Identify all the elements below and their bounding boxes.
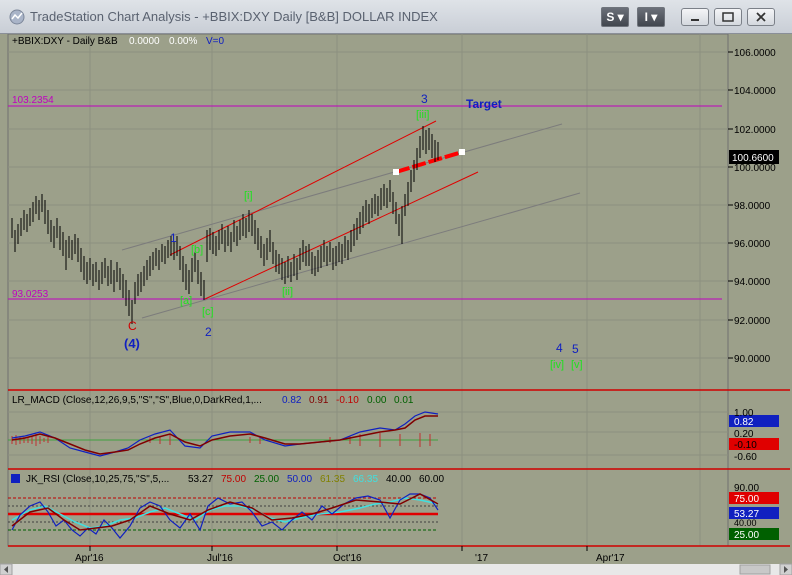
target-handle-right[interactable] xyxy=(459,149,465,155)
rsi-value-8: 60.00 xyxy=(419,474,444,485)
target-handle-left[interactable] xyxy=(393,169,399,175)
subwave-label-iv: [iv] xyxy=(550,359,564,371)
title-bar: TradeStation Chart Analysis - +BBIX:DXY … xyxy=(0,0,792,34)
rsi-axis-label: 53.27 xyxy=(734,509,759,520)
price-header-value-3: V=0 xyxy=(206,36,225,47)
rsi-value-5: 61.35 xyxy=(320,474,345,485)
price-tick: 104.0000 xyxy=(734,86,776,97)
macd-axis: 1.00 0.82 0.20 -0.10 -0.60 xyxy=(729,408,779,463)
macd-line xyxy=(11,411,439,457)
rsi-axis-label: 90.00 xyxy=(734,483,759,494)
macd-value-3: -0.10 xyxy=(336,395,359,406)
hline-label-93: 93.0253 xyxy=(12,289,49,300)
window-title: TradeStation Chart Analysis - +BBIX:DXY … xyxy=(30,9,438,24)
subwave-label-a: [a] xyxy=(180,295,192,307)
horizontal-scrollbar[interactable] xyxy=(0,564,792,575)
date-tick: Apr'17 xyxy=(596,553,625,564)
scroll-right-icon xyxy=(784,566,788,573)
subwave-label-b: [b] xyxy=(191,244,203,256)
wave-label-5: 5 xyxy=(572,342,579,356)
macd-axis-label: 1.00 xyxy=(734,408,754,419)
macd-axis-label: -0.60 xyxy=(734,452,757,463)
price-tick: 90.0000 xyxy=(734,354,771,365)
rsi-signal-line xyxy=(11,493,439,531)
macd-axis-label: 0.20 xyxy=(734,429,754,440)
price-tick: 94.0000 xyxy=(734,277,771,288)
macd-value-2: 0.91 xyxy=(309,395,329,406)
date-tick: '17 xyxy=(475,553,488,564)
date-tick: Jul'16 xyxy=(207,553,233,564)
date-tick: Oct'16 xyxy=(333,553,362,564)
macd-axis-label: -0.10 xyxy=(734,440,757,451)
price-header-symbol: +BBIX:DXY - Daily B&B xyxy=(12,36,118,47)
rsi-value-3: 25.00 xyxy=(254,474,279,485)
chart-area[interactable]: +BBIX:DXY - Daily B&B 0.0000 0.00% V=0 1… xyxy=(0,34,792,575)
price-tick: 92.0000 xyxy=(734,316,771,327)
rsi-line xyxy=(11,493,439,539)
rsi-axis-label: 25.00 xyxy=(734,530,759,541)
date-tick: Apr'16 xyxy=(75,553,104,564)
macd-axis-label: 0.82 xyxy=(734,417,754,428)
subwave-label-c-sub: [c] xyxy=(202,306,214,318)
last-price-badge xyxy=(729,150,779,164)
vertical-grid xyxy=(89,34,701,546)
price-grid xyxy=(8,51,728,359)
macd-value-4: 0.00 xyxy=(367,395,387,406)
date-axis: Apr'16 Jul'16 Oct'16 '17 Apr'17 xyxy=(75,546,625,564)
subwave-label-v: [v] xyxy=(571,359,583,371)
macd-grid xyxy=(8,411,728,456)
scroll-left-icon xyxy=(4,566,8,573)
subwave-label-i: [i] xyxy=(244,190,253,202)
subwave-label-ii: [ii] xyxy=(282,286,293,298)
rsi-axis-label: 40.00 xyxy=(734,518,757,528)
rsi-axis: 90.00 75.00 40.00 53.27 25.00 xyxy=(729,483,779,541)
price-header-value-2: 0.00% xyxy=(169,36,197,47)
price-tick: 98.0000 xyxy=(734,201,771,212)
tradestation-app-icon xyxy=(9,9,25,25)
i-menu-button[interactable]: I ▾ xyxy=(637,7,665,27)
price-bars xyxy=(11,126,439,324)
wave-label-4-major: (4) xyxy=(124,336,140,351)
rsi-value-4: 50.00 xyxy=(287,474,312,485)
maximize-icon xyxy=(722,12,734,22)
target-projection-line[interactable] xyxy=(395,150,463,174)
close-icon xyxy=(756,12,766,22)
macd-signal-line xyxy=(11,415,438,455)
price-tick: 100.0000 xyxy=(734,163,776,174)
rsi-smooth-line xyxy=(11,497,439,529)
maximize-button[interactable] xyxy=(714,8,742,26)
grey-trend-channel[interactable] xyxy=(121,123,581,319)
rsi-indicator-icon xyxy=(11,474,20,483)
close-button[interactable] xyxy=(747,8,775,26)
minimize-icon xyxy=(691,19,699,21)
scroll-thumb[interactable] xyxy=(739,564,771,575)
price-axis: 106.0000 104.0000 102.0000 100.0000 98.0… xyxy=(728,48,776,365)
s-menu-button[interactable]: S ▾ xyxy=(601,7,629,27)
macd-value-5: 0.01 xyxy=(394,395,414,406)
minimize-button[interactable] xyxy=(681,8,709,26)
wave-label-4: 4 xyxy=(556,341,563,355)
last-price-label: 100.6600 xyxy=(732,153,774,164)
rsi-value-6: 66.35 xyxy=(353,474,378,485)
rsi-value-1: 53.27 xyxy=(188,474,213,485)
wave-label-2: 2 xyxy=(205,325,212,339)
rsi-value-7: 40.00 xyxy=(386,474,411,485)
plot-frame xyxy=(7,34,729,547)
subwave-label-iii: [iii] xyxy=(416,109,429,121)
wave-label-c: C xyxy=(128,319,137,333)
rsi-axis-label: 75.00 xyxy=(734,494,759,505)
wave-label-3: 3 xyxy=(421,92,428,106)
rsi-header: JK_RSI (Close,10,25,75,"S",5,... xyxy=(26,474,169,485)
wave-label-1: 1 xyxy=(170,231,177,245)
price-tick: 96.0000 xyxy=(734,239,771,250)
hline-label-103: 103.2354 xyxy=(12,95,54,106)
price-tick: 106.0000 xyxy=(734,48,776,59)
macd-value-1: 0.82 xyxy=(282,395,302,406)
rsi-value-2: 75.00 xyxy=(221,474,246,485)
target-label: Target xyxy=(466,97,502,111)
price-tick: 102.0000 xyxy=(734,125,776,136)
price-header-value-1: 0.0000 xyxy=(129,36,160,47)
red-trend-channel[interactable] xyxy=(169,120,479,300)
macd-header: LR_MACD (Close,12,26,9,5,"S","S",Blue,0,… xyxy=(12,395,262,406)
